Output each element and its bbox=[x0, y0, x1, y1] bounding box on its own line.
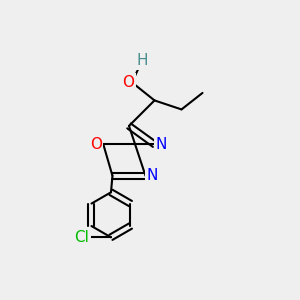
Text: O: O bbox=[90, 137, 102, 152]
Text: N: N bbox=[156, 137, 167, 152]
Text: Cl: Cl bbox=[74, 230, 89, 245]
Text: N: N bbox=[146, 168, 158, 183]
Text: H: H bbox=[137, 53, 148, 68]
Text: O: O bbox=[122, 75, 134, 90]
